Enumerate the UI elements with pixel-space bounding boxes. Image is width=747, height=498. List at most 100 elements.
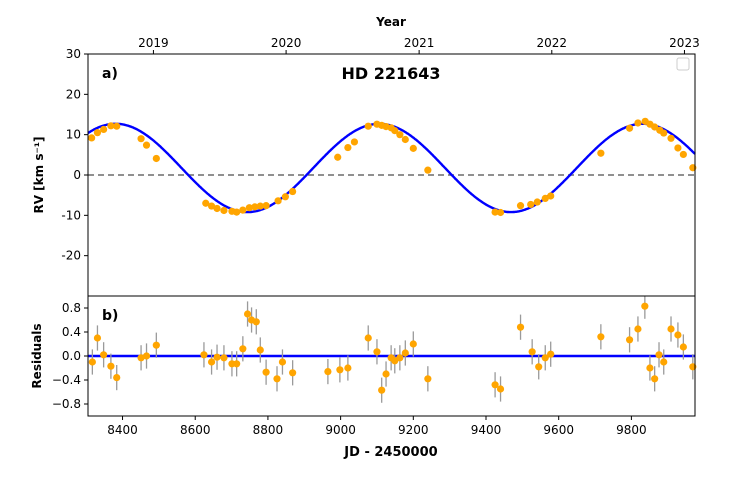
rv-data-point: [541, 194, 549, 202]
residual-data-point: [200, 351, 208, 359]
residual-data-point: [491, 381, 499, 389]
rv-data-point: [401, 135, 409, 144]
residual-data-point: [88, 358, 96, 366]
residual-data-point: [252, 318, 260, 326]
rv-y-tick-label: 30: [66, 47, 81, 61]
jd-x-tick-label: 8400: [107, 423, 138, 437]
residual-data-point: [239, 345, 247, 353]
rv-data-point: [245, 204, 253, 212]
residual-data-point: [646, 364, 654, 372]
year-tick-label: 2021: [404, 36, 435, 50]
rv-y-tick-label: -10: [61, 208, 81, 222]
x-axis-label: JD - 2450000: [343, 445, 437, 460]
rv-data-point: [391, 127, 399, 135]
rv-data-point: [137, 135, 145, 143]
residual-data-point: [667, 325, 675, 333]
rv-data-point: [660, 129, 668, 137]
axes-layer: 30 20 10 0 -10 -20 2019 2020 2021 2022 2023 0.8 0.4 0…: [52, 36, 700, 437]
residual-data-point: [641, 302, 649, 310]
rv-data-point: [251, 203, 259, 211]
rv-data-point: [281, 193, 289, 201]
rv-data-point: [667, 134, 675, 142]
residual-data-point: [528, 348, 536, 356]
residual-data-point: [213, 353, 221, 361]
residual-y-tick-label: 0.8: [62, 301, 81, 315]
chart-title: HD 221643: [341, 64, 440, 83]
legend-box: [676, 57, 690, 71]
rv-data-point: [100, 125, 108, 134]
rv-data-point: [409, 144, 417, 152]
year-tick-label: 2023: [669, 36, 700, 50]
residual-data-point: [535, 363, 543, 371]
residual-data-point: [401, 349, 409, 357]
rv-data-point: [547, 192, 555, 200]
residual-data-point: [541, 354, 549, 362]
rv-data-point: [113, 122, 121, 130]
residual-data-point: [382, 370, 390, 378]
residual-data-point: [243, 310, 252, 318]
rv-data-point: [274, 197, 282, 205]
residual-data-point: [152, 341, 160, 349]
jd-x-tick-label: 9600: [543, 423, 574, 437]
rv-axis-label: RV [km s⁻¹]: [32, 136, 46, 213]
rv-data-point: [491, 208, 499, 216]
year-tick-label: 2019: [138, 36, 169, 50]
rv-data-point: [334, 153, 342, 161]
rv-data-point: [207, 202, 216, 210]
residual-data-point: [396, 354, 404, 362]
residual-y-tick-label: −0.8: [52, 397, 81, 411]
residual-data-point: [409, 340, 417, 348]
residual-data-point: [256, 346, 264, 354]
residual-data-point: [378, 386, 386, 394]
residual-data-point: [660, 358, 668, 366]
residual-data-point: [547, 350, 555, 358]
residuals-plot-area: [88, 296, 697, 403]
jd-x-tick-label: 8600: [180, 423, 211, 437]
residual-data-point: [424, 375, 432, 383]
rv-data-point: [88, 134, 96, 142]
year-tick-label: 2020: [271, 36, 302, 50]
residual-data-point: [262, 368, 270, 376]
rv-plot-area: [87, 117, 697, 217]
rv-data-point: [107, 122, 115, 130]
rv-data-point: [625, 124, 634, 132]
panel-b-label: b): [102, 308, 118, 324]
rv-y-tick-label: -20: [61, 249, 81, 263]
residual-data-point: [364, 334, 372, 342]
rv-data-point: [239, 206, 247, 214]
jd-x-tick-label: 9400: [471, 423, 502, 437]
residual-data-point: [496, 385, 505, 393]
jd-x-tick-label: 8800: [253, 423, 284, 437]
residual-data-point: [516, 323, 525, 331]
rv-data-point: [634, 119, 642, 127]
rv-data-point: [350, 138, 359, 146]
rv-data-point: [142, 141, 151, 149]
residual-data-point: [278, 358, 287, 366]
residual-data-point: [93, 334, 102, 342]
rv-data-point: [679, 150, 687, 159]
residual-y-tick-label: 0.0: [62, 349, 81, 363]
residual-data-point: [273, 375, 281, 383]
residual-data-point: [142, 352, 151, 360]
residual-data-point: [289, 369, 297, 377]
jd-x-tick-label: 9800: [616, 423, 647, 437]
rv-data-point: [213, 204, 221, 213]
residual-data-point: [597, 333, 605, 341]
panel-a-label: a): [102, 66, 118, 82]
rv-data-point: [262, 202, 270, 210]
rv-data-point: [364, 122, 372, 130]
residual-data-point: [651, 375, 659, 383]
top-axis-label: Year: [375, 15, 406, 29]
rv-data-point: [396, 131, 404, 139]
rv-data-point: [516, 202, 525, 210]
residual-y-tick-label: 0.4: [62, 325, 81, 339]
residual-data-point: [100, 351, 108, 359]
rv-data-point: [533, 198, 541, 206]
rv-data-point: [233, 208, 241, 216]
jd-x-tick-label: 9200: [398, 423, 429, 437]
residual-data-point: [634, 325, 642, 333]
rv-data-point: [220, 206, 228, 215]
residual-data-point: [113, 374, 121, 382]
residual-data-point: [233, 360, 241, 368]
